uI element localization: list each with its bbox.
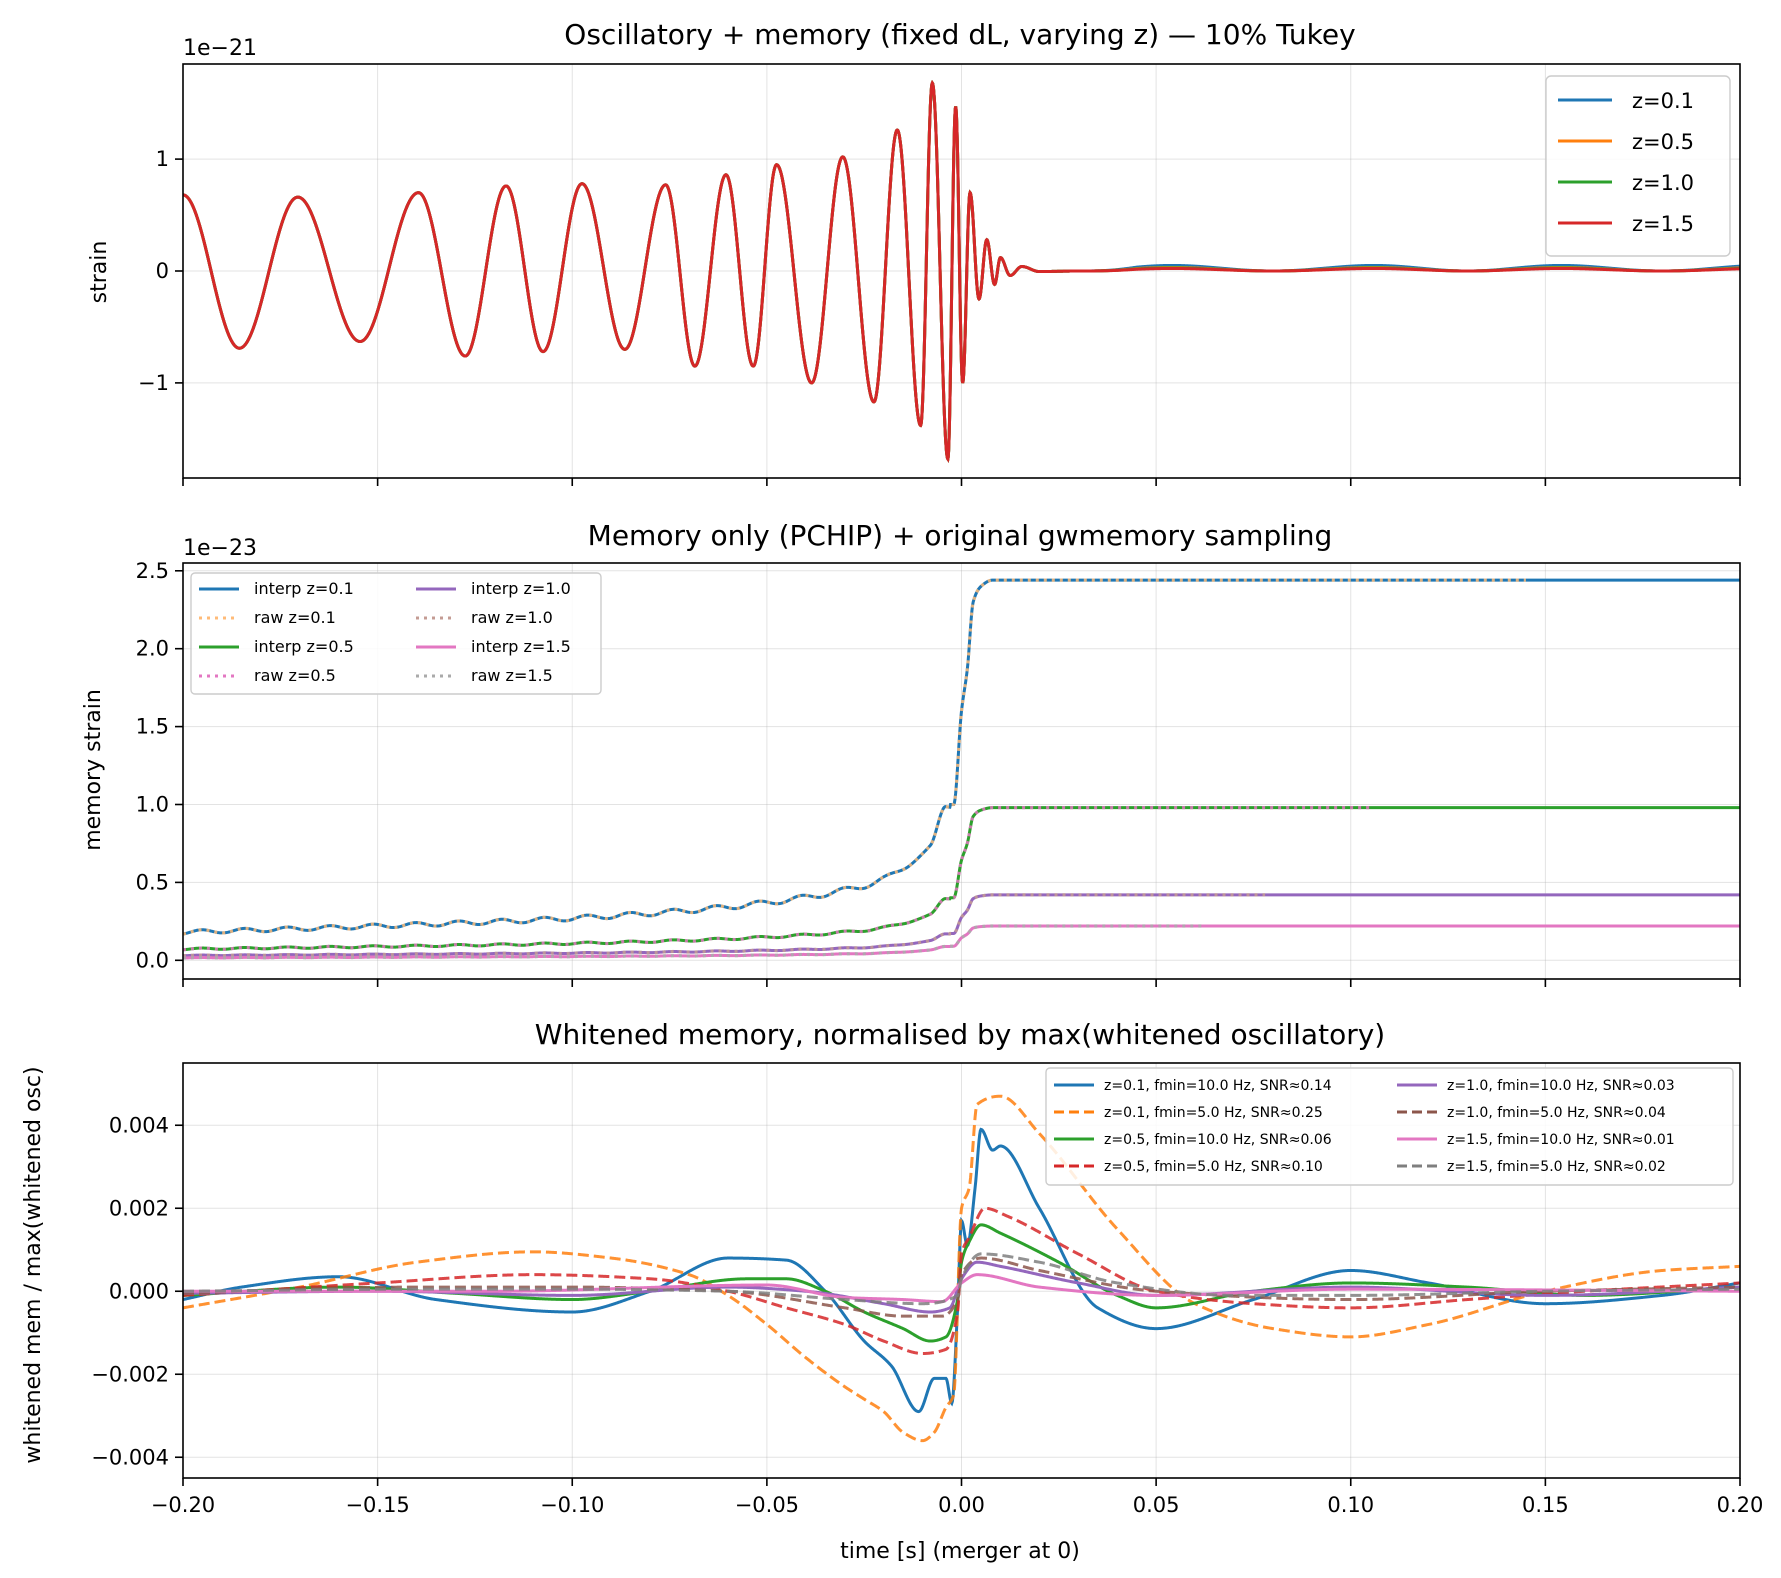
legend-label: z=1.0, fmin=10.0 Hz, SNR≈0.03 xyxy=(1447,1078,1675,1094)
plot-area xyxy=(183,79,1740,463)
whitened-panel: Whitened memory, normalised by max(white… xyxy=(21,1018,1763,1564)
x-tick-label: 0.10 xyxy=(1327,1493,1374,1517)
legend-label: interp z=0.1 xyxy=(254,579,354,598)
legend-frame xyxy=(190,572,602,695)
x-tick-label: −0.05 xyxy=(735,1493,799,1517)
legend: z=0.1 z=0.5 z=1.0 z=1.5 xyxy=(1545,75,1731,257)
panel-title: Oscillatory + memory (fixed dL, varying … xyxy=(564,18,1355,51)
legend-label: z=0.1 xyxy=(1632,89,1694,113)
y-axis-title: strain xyxy=(87,241,112,304)
series-line-interp-z-0-5 xyxy=(183,806,1740,952)
legend-label: z=1.0, fmin=5.0 Hz, SNR≈0.04 xyxy=(1447,1105,1666,1121)
legend-label: raw z=0.5 xyxy=(254,666,336,685)
legend-label: raw z=1.0 xyxy=(471,608,553,627)
axes-frame xyxy=(182,562,1741,980)
y-tick-label: 0.004 xyxy=(109,1113,169,1137)
series-line-raw-z-1-5 xyxy=(183,924,1203,960)
panel-title: Whitened memory, normalised by max(white… xyxy=(535,1018,1385,1051)
y-tick-label: 0.002 xyxy=(109,1196,169,1220)
y-tick-label: 1.5 xyxy=(136,715,169,739)
axes: −0.20 −0.15 −0.10 −0.05 0.00 0.05 0.10 0.15 0.20… xyxy=(91,1062,1764,1517)
legend-label: z=0.1, fmin=5.0 Hz, SNR≈0.25 xyxy=(1104,1105,1323,1121)
x-tick-label: 0.15 xyxy=(1522,1493,1569,1517)
plot-area xyxy=(183,1094,1740,1443)
legend-label: raw z=1.5 xyxy=(471,666,553,685)
series-line-z-1-0-fmin-5-0-hz-snr-0-04 xyxy=(183,1256,1740,1318)
legend-label: interp z=0.5 xyxy=(254,637,354,656)
grid xyxy=(182,563,1741,979)
oscillatory-panel: Oscillatory + memory (fixed dL, varying … xyxy=(87,18,1741,486)
x-tick-label: 0.00 xyxy=(938,1493,985,1517)
y-tick-label: −0.004 xyxy=(91,1445,169,1469)
series-line-interp-z-1-5 xyxy=(183,924,1740,960)
legend-label: z=0.5, fmin=5.0 Hz, SNR≈0.10 xyxy=(1104,1159,1323,1175)
y-tick-label: 0.0 xyxy=(136,948,169,972)
legend-label: z=1.5, fmin=5.0 Hz, SNR≈0.02 xyxy=(1447,1159,1666,1175)
series-line-z-0-1-fmin-5-0-hz-snr-0-25 xyxy=(183,1094,1740,1443)
series-line-z-0-5-fmin-5-0-hz-snr-0-10 xyxy=(183,1206,1740,1355)
plot-area xyxy=(183,578,1740,960)
y-tick-label: 0.5 xyxy=(136,870,169,894)
series-line-interp-z-1-0 xyxy=(183,893,1740,958)
y-tick-label: 2.0 xyxy=(136,637,169,661)
legend-frame xyxy=(1545,75,1731,257)
series-line-z-1-5-fmin-5-0-hz-snr-0-02 xyxy=(183,1252,1740,1306)
y-tick-label: 2.5 xyxy=(136,559,169,583)
y-tick-label: −1 xyxy=(138,371,169,395)
x-tick-label: 0.20 xyxy=(1717,1493,1764,1517)
legend-label: z=0.5, fmin=10.0 Hz, SNR≈0.06 xyxy=(1104,1132,1332,1148)
legend-label: z=0.1, fmin=10.0 Hz, SNR≈0.14 xyxy=(1104,1078,1332,1094)
y-tick-label: 0.000 xyxy=(109,1279,169,1303)
legend-frame xyxy=(1045,1067,1734,1186)
y-tick-label: 0 xyxy=(156,259,169,283)
legend-label: interp z=1.0 xyxy=(471,579,571,598)
axes: −1 0 1 xyxy=(138,63,1741,486)
axes-frame xyxy=(182,1062,1741,1479)
y-offset-label: 1e−23 xyxy=(183,536,257,561)
axes: 0.0 0.5 1.0 1.5 2.0 2.5 xyxy=(136,559,1741,987)
y-axis-title: memory strain xyxy=(81,689,106,851)
x-tick-label: −0.15 xyxy=(345,1493,409,1517)
y-tick-label: −0.002 xyxy=(91,1362,169,1386)
y-tick-label: 1.0 xyxy=(136,792,169,816)
panel-title: Memory only (PCHIP) + original gwmemory … xyxy=(588,519,1333,552)
y-axis-title: whitened mem / max(whitened osc) xyxy=(21,1066,46,1463)
x-tick-label: −0.20 xyxy=(151,1493,215,1517)
legend: z=0.1, fmin=10.0 Hz, SNR≈0.14 z=0.1, fmin… xyxy=(1045,1067,1734,1186)
legend-label: z=1.5, fmin=10.0 Hz, SNR≈0.01 xyxy=(1447,1132,1675,1148)
axes-frame xyxy=(182,63,1741,479)
series-line-z-1-5 xyxy=(183,79,1740,463)
legend-label: z=1.0 xyxy=(1632,171,1694,195)
legend-label: z=1.5 xyxy=(1632,212,1694,236)
x-tick-label: −0.10 xyxy=(540,1493,604,1517)
legend: interp z=0.1 raw z=0.1 interp z=0.5 raw z=0… xyxy=(190,572,602,695)
x-axis-title: time [s] (merger at 0) xyxy=(840,1539,1080,1564)
legend-label: raw z=0.1 xyxy=(254,608,336,627)
series-line-raw-z-0-1 xyxy=(183,578,1526,936)
y-offset-label: 1e−21 xyxy=(183,36,257,61)
legend-label: z=0.5 xyxy=(1632,130,1694,154)
legend-label: interp z=1.5 xyxy=(471,637,571,656)
memory-panel: Memory only (PCHIP) + original gwmemory … xyxy=(81,519,1741,987)
x-tick-label: 0.05 xyxy=(1133,1493,1180,1517)
y-tick-label: 1 xyxy=(156,147,169,171)
